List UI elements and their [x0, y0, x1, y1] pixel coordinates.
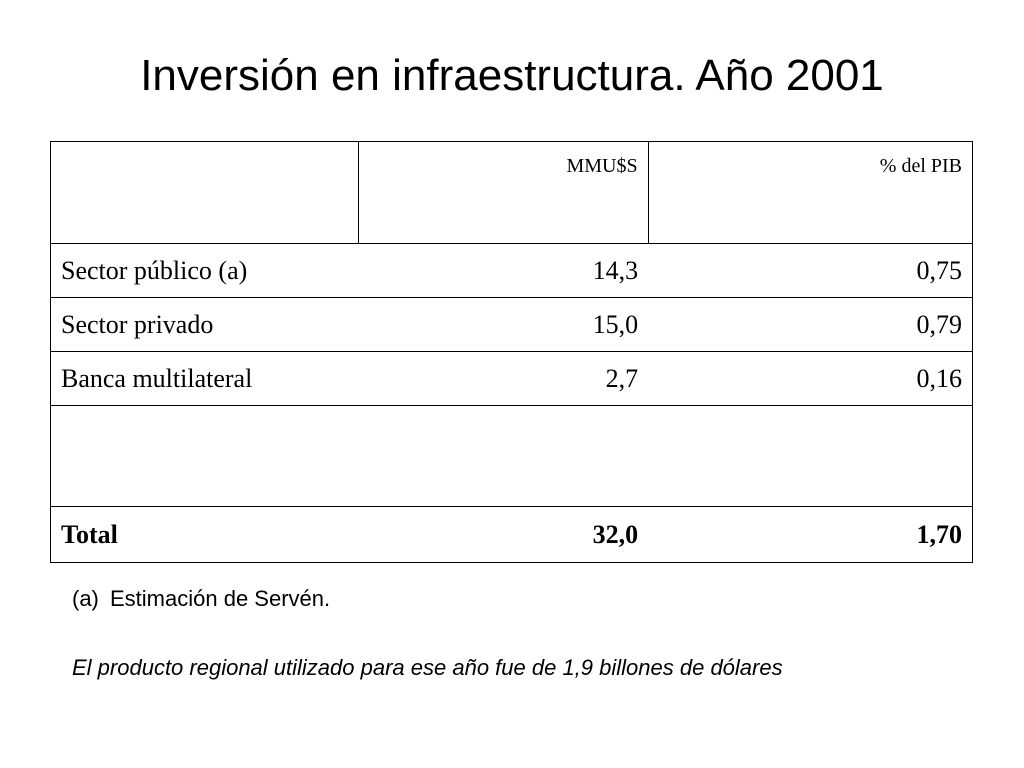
row-label: Sector público (a): [50, 243, 359, 298]
row-mmus-value: 2,7: [358, 351, 649, 406]
footnote-text: Estimación de Servén.: [110, 586, 331, 611]
investment-table: MMU$S % del PIB Sector público (a) 14,3 …: [50, 141, 974, 563]
footnote-marker: (a): [72, 586, 99, 611]
row-pib-value: 0,16: [648, 351, 974, 406]
remark-text: El producto regional utilizado para ese …: [72, 655, 783, 680]
footnote: (a) Estimación de Servén.: [72, 586, 330, 612]
header-cell-empty: [50, 141, 359, 244]
slide-title: Inversión en infraestructura. Año 2001: [140, 51, 884, 100]
total-mmus-value: 32,0: [358, 506, 649, 563]
total-pib-value: 1,70: [648, 506, 974, 563]
table-total-row: Total 32,0 1,70: [50, 506, 974, 563]
table-blank-row: [50, 405, 974, 507]
table-row: Banca multilateral 2,7 0,16: [50, 351, 974, 406]
row-mmus-value: 14,3: [358, 243, 649, 298]
header-cell-pib: % del PIB: [647, 141, 974, 244]
row-mmus-value: 15,0: [358, 297, 649, 352]
row-pib-value: 0,75: [648, 243, 974, 298]
table-row: Sector público (a) 14,3 0,75: [50, 243, 974, 298]
table-header-row: MMU$S % del PIB: [50, 141, 974, 244]
total-label: Total: [50, 506, 359, 563]
row-label: Banca multilateral: [50, 351, 359, 406]
table-row: Sector privado 15,0 0,79: [50, 297, 974, 352]
row-pib-value: 0,79: [648, 297, 974, 352]
header-cell-mmus: MMU$S: [358, 141, 649, 244]
row-label: Sector privado: [50, 297, 359, 352]
